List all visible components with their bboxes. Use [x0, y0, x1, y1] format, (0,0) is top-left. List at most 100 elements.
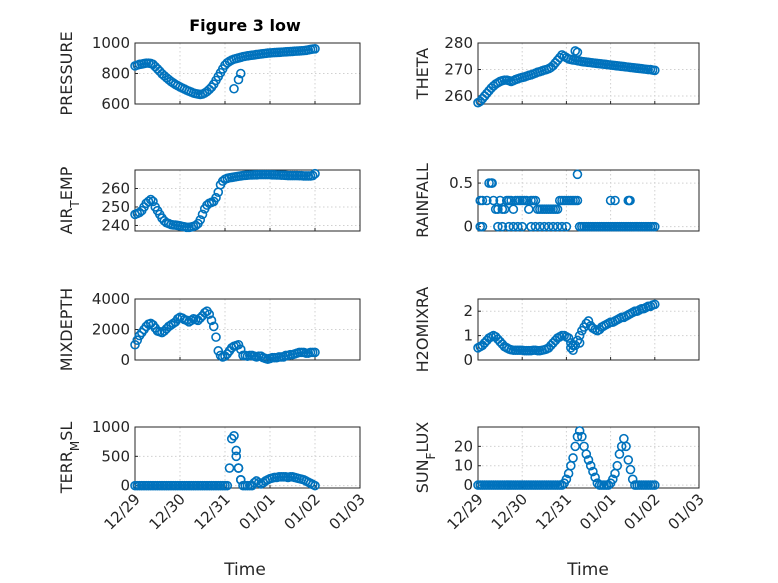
y-axis-label: THETA	[413, 48, 432, 100]
data-point	[493, 221, 503, 232]
data-point	[577, 431, 587, 442]
data-point	[583, 455, 594, 465]
y-tick-label: 0	[463, 476, 473, 494]
data-point	[570, 441, 581, 452]
data-point	[625, 464, 636, 475]
data-point	[229, 83, 239, 94]
y-tick-label: 0	[463, 351, 473, 369]
data-point	[508, 204, 519, 215]
data-point	[506, 195, 516, 206]
data-point	[649, 221, 660, 232]
y-tick-label: 500	[101, 447, 130, 465]
data-point	[233, 463, 244, 473]
data-point	[482, 195, 492, 206]
x-tick-label: 01/01	[236, 490, 279, 533]
data-point	[493, 204, 503, 215]
subplot-1: 600 800 1000 PRESSURE	[57, 31, 361, 116]
y-axis-label: RAINFALL	[413, 163, 432, 238]
x-tick-label: 01/02	[620, 490, 663, 533]
data-point	[195, 215, 206, 225]
axes-frame	[134, 169, 361, 232]
data-point	[574, 338, 585, 348]
y-tick-label: 0	[120, 477, 130, 495]
x-axis-label-right: Time	[566, 560, 609, 580]
data-point	[148, 196, 158, 207]
subplot-2: 260 270 280 THETA	[413, 34, 700, 108]
x-tick-label: 01/01	[576, 490, 619, 533]
y-axis-label: H2OMIXRA	[413, 287, 432, 373]
y-tick-label: 1000	[92, 34, 130, 52]
data-point	[233, 74, 244, 85]
x-tick-label: 12/31	[532, 490, 575, 533]
data-point	[619, 433, 629, 444]
data-point	[572, 195, 583, 206]
axes-frame	[477, 426, 700, 489]
data-point	[186, 315, 197, 326]
data-point	[526, 221, 536, 232]
y-tick-label: 280	[444, 34, 473, 52]
y-tick-label: 0	[120, 351, 130, 369]
x-tick-label: 01/02	[281, 490, 324, 533]
data-point	[521, 195, 532, 206]
y-tick-label: 10	[454, 457, 473, 475]
y-axis-label: TERRMSL	[57, 422, 82, 495]
data-point	[590, 472, 600, 483]
data-point	[477, 195, 488, 206]
data-point	[487, 178, 497, 188]
y-tick-label: 0.5	[449, 174, 473, 192]
data-point	[572, 335, 583, 346]
data-point	[621, 441, 631, 452]
y-tick-label: 260	[101, 179, 130, 197]
data-point	[215, 350, 226, 361]
data-point	[592, 478, 603, 488]
y-axis-label: SUNFLUX	[413, 422, 438, 494]
data-point	[649, 65, 660, 76]
data-point	[231, 451, 242, 462]
data-point	[497, 221, 508, 232]
x-tick-label: 01/03	[326, 490, 369, 533]
data-point	[499, 204, 510, 215]
data-point	[649, 299, 660, 310]
y-tick-label: 1000	[92, 418, 130, 436]
y-tick-label: 4000	[92, 290, 130, 308]
data-point	[552, 204, 563, 215]
data-point	[530, 195, 541, 206]
data-point	[206, 315, 217, 326]
subplot-6: 0 1 2 H2OMIXRA	[413, 287, 700, 373]
axes-frame	[477, 298, 700, 361]
y-tick-label: 2	[463, 302, 473, 320]
data-point	[583, 316, 594, 326]
data-point	[235, 474, 246, 485]
x-tick-label: 12/30	[488, 490, 531, 533]
data-point	[530, 221, 541, 232]
data-point	[508, 221, 519, 232]
y-tick-label: 20	[454, 437, 473, 455]
data-point	[612, 460, 623, 471]
data-point	[231, 445, 242, 456]
figure-title: Figure 3 low	[189, 16, 301, 35]
data-point	[477, 221, 488, 232]
data-point	[561, 221, 572, 232]
axes-frame	[477, 42, 700, 105]
data-point	[572, 431, 583, 442]
x-tick-label: 12/31	[191, 490, 234, 533]
data-point	[495, 195, 505, 206]
data-point	[585, 460, 596, 471]
data-point	[568, 453, 578, 463]
y-tick-label: 2000	[92, 321, 130, 339]
y-tick-label: 800	[101, 65, 130, 83]
data-point	[310, 168, 320, 179]
data-point	[572, 169, 583, 180]
y-tick-label: 0	[463, 218, 473, 236]
subplot-8: 010 20 12/29 12/30 12/31 01/01 01/02 01/03 SUNFL…	[413, 422, 708, 534]
data-point	[623, 455, 634, 465]
data-point	[563, 333, 574, 343]
data-point	[130, 339, 140, 350]
data-point	[249, 477, 260, 488]
data-point	[222, 480, 233, 491]
data-point	[307, 170, 318, 181]
y-axis-label: AIRTEMP	[57, 166, 82, 234]
y-tick-label: 1	[463, 327, 473, 345]
data-point	[572, 47, 583, 58]
